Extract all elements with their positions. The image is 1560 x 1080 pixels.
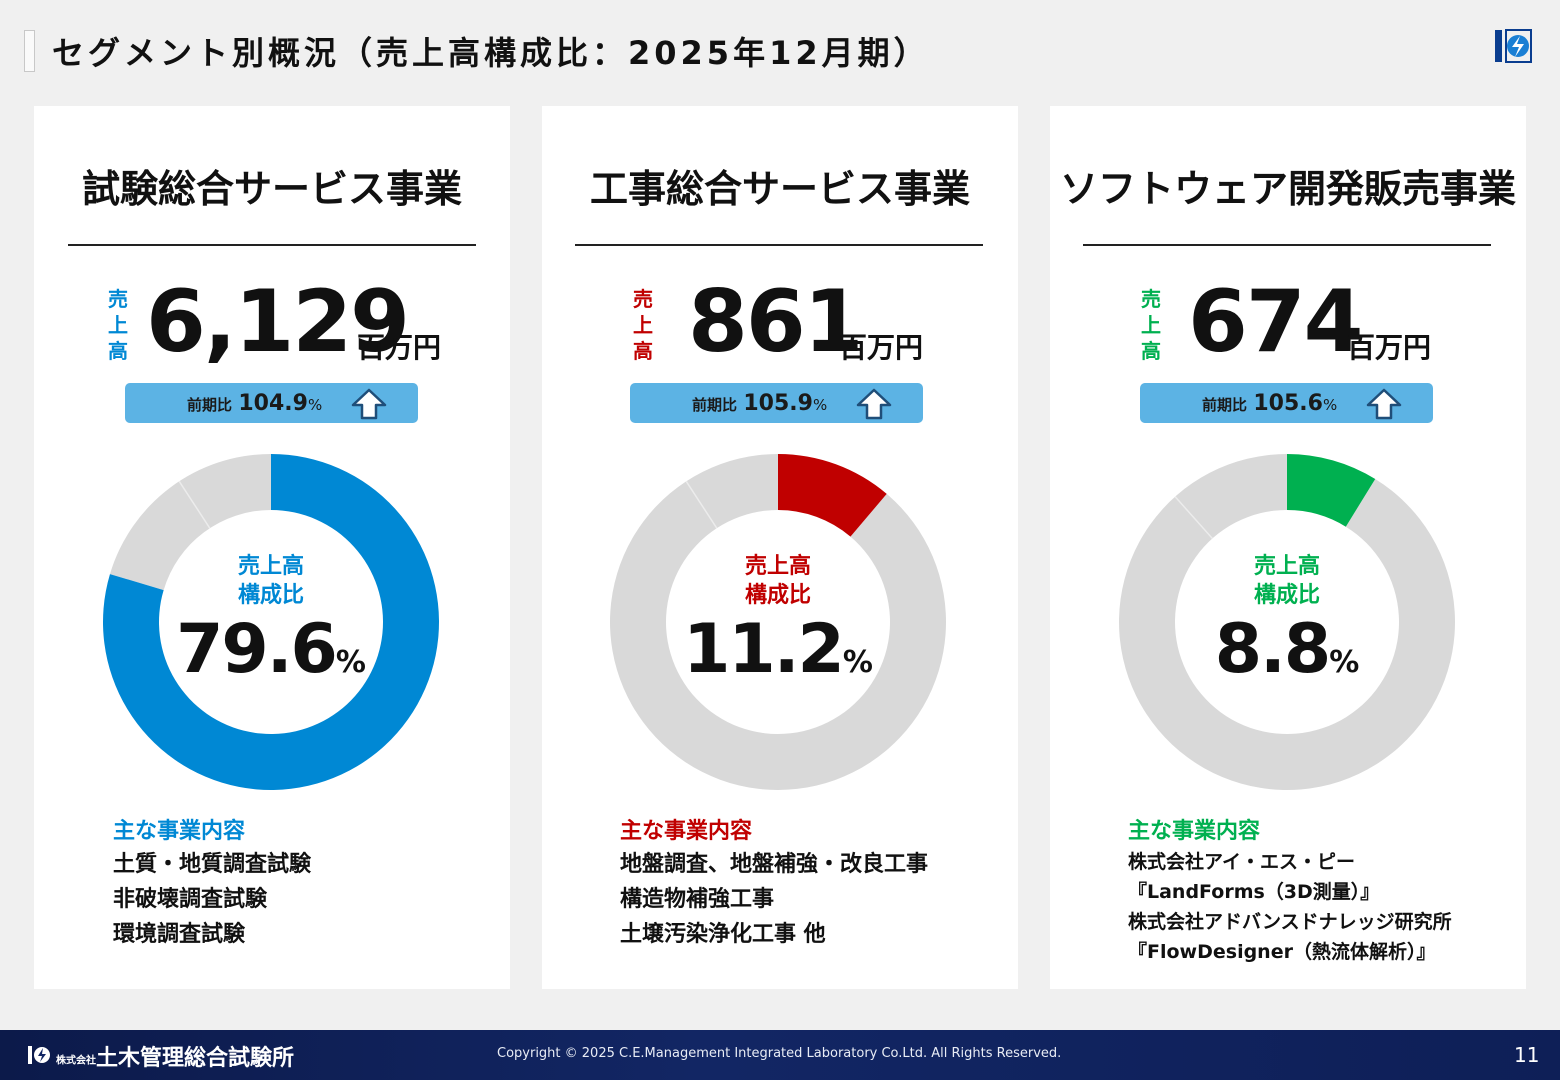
- business-list: 地盤調査、地盤補強・改良工事 構造物補強工事 土壌汚染浄化工事 他: [620, 847, 928, 952]
- donut-slice-other: [610, 454, 946, 790]
- sales-unit: 百万円: [1347, 331, 1432, 364]
- list-item: 土質・地質調査試験: [113, 852, 312, 877]
- list-item: 『FlowDesigner（熱流体解析）』: [1128, 941, 1436, 963]
- business-list: 株式会社アイ・エス・ピー 『LandForms（3D測量）』 株式会社アドバンス…: [1128, 847, 1452, 967]
- sales-value: 674: [1188, 272, 1364, 372]
- yoy-prefix: 前期比: [187, 396, 233, 414]
- company-logo-icon: [1495, 29, 1532, 63]
- up-arrow-icon: [1366, 388, 1402, 420]
- yoy-badge: 前期比 105.6%: [1140, 383, 1433, 423]
- yoy-prefix: 前期比: [692, 396, 738, 414]
- list-item: 土壌汚染浄化工事 他: [620, 922, 826, 947]
- composition-donut-chart: [103, 454, 439, 790]
- sales-value: 861: [688, 272, 864, 372]
- donut-slice-other: [1119, 454, 1455, 790]
- sales-label: 売上高: [633, 287, 653, 363]
- segment-card-testing: [34, 106, 510, 989]
- donut-slice-segment: [778, 454, 887, 537]
- donut-slice-segment: [103, 454, 439, 790]
- segment-divider: [68, 244, 476, 246]
- list-item: 構造物補強工事: [620, 887, 775, 912]
- up-arrow-icon: [856, 388, 892, 420]
- sales-unit: 百万円: [839, 331, 924, 364]
- sales-label: 売上高: [108, 287, 128, 363]
- composition-donut-chart: [610, 454, 946, 790]
- donut-slice-divider: [685, 480, 718, 529]
- footer-company-name: 株式会社土木管理総合試験所: [56, 1046, 295, 1071]
- list-item: 株式会社アイ・エス・ピー: [1128, 851, 1356, 873]
- segment-divider: [575, 244, 983, 246]
- yoy-badge: 前期比 104.9%: [125, 383, 418, 423]
- page-title: セグメント別概況（売上高構成比：2025年12月期）: [52, 34, 930, 72]
- donut-slice-other: [109, 454, 271, 591]
- yoy-badge: 前期比 105.9%: [630, 383, 923, 423]
- segment-title: ソフトウェア開発販売事業: [1059, 167, 1516, 211]
- yoy-unit: %: [1322, 396, 1338, 414]
- sales-unit: 百万円: [357, 331, 442, 364]
- list-item: 非破壊調査試験: [113, 887, 268, 912]
- segment-divider: [1083, 244, 1491, 246]
- yoy-value: 105.6: [1253, 391, 1323, 416]
- donut-slice-divider: [1174, 496, 1213, 539]
- footer-bar: 株式会社土木管理総合試験所 Copyright © 2025 C.E.Manag…: [0, 1030, 1560, 1080]
- title-accent-bar: [24, 30, 35, 72]
- yoy-value: 104.9: [238, 391, 308, 416]
- list-item: 『LandForms（3D測量）』: [1128, 881, 1380, 903]
- segment-title: 工事総合サービス事業: [589, 167, 970, 211]
- composition-ratio-value: 8.8%: [1214, 610, 1360, 689]
- donut-slice-segment: [1287, 454, 1376, 527]
- segment-card-software: [1050, 106, 1526, 989]
- business-list: 土質・地質調査試験 非破壊調査試験 環境調査試験: [113, 847, 311, 952]
- up-arrow-icon: [351, 388, 387, 420]
- company-logo-icon: [28, 1046, 50, 1064]
- copyright-text: Copyright © 2025 C.E.Management Integrat…: [497, 1046, 1062, 1061]
- yoy-unit: %: [307, 396, 323, 414]
- sales-value: 6,129: [146, 272, 410, 372]
- list-item: 地盤調査、地盤補強・改良工事: [620, 852, 929, 877]
- segment-title: 試験総合サービス事業: [81, 167, 462, 211]
- business-heading: 主な事業内容: [1128, 819, 1261, 844]
- yoy-value: 105.9: [743, 391, 813, 416]
- page-number: 11: [1514, 1043, 1540, 1067]
- list-item: 株式会社アドバンスドナレッジ研究所: [1128, 911, 1452, 933]
- composition-ratio-value: 79.6%: [176, 610, 366, 689]
- yoy-prefix: 前期比: [1202, 396, 1248, 414]
- yoy-unit: %: [812, 396, 828, 414]
- list-item: 環境調査試験: [113, 922, 246, 947]
- business-heading: 主な事業内容: [113, 819, 246, 844]
- segment-card-construction: [542, 106, 1018, 989]
- donut-slice-divider: [178, 480, 211, 529]
- donut-center-label: 売上高 構成比: [744, 554, 811, 608]
- business-heading: 主な事業内容: [620, 819, 753, 844]
- donut-center-label: 売上高 構成比: [237, 554, 304, 608]
- composition-ratio-value: 11.2%: [683, 610, 873, 689]
- composition-donut-chart: [1119, 454, 1455, 790]
- sales-label: 売上高: [1141, 287, 1161, 363]
- donut-center-label: 売上高 構成比: [1253, 554, 1320, 608]
